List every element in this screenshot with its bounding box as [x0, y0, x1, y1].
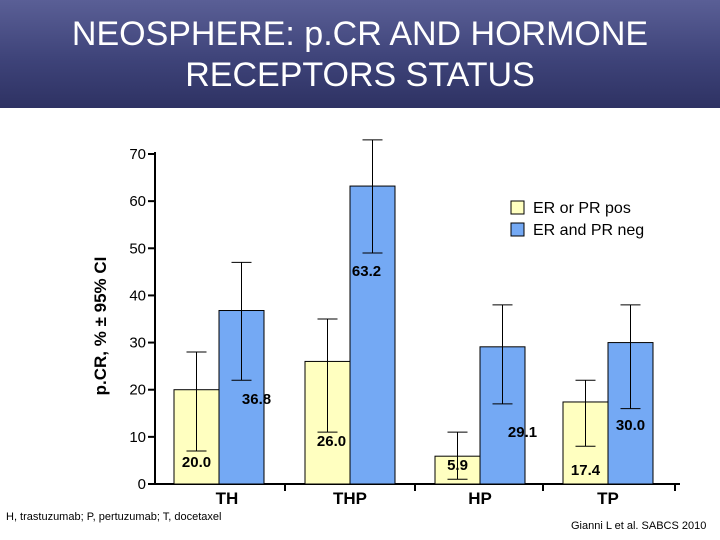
- legend-swatch-er-neg: [510, 222, 525, 237]
- y-axis-title: p.CR, % ± 95% CI: [91, 257, 110, 396]
- y-tick-label: 30: [129, 335, 146, 352]
- data-label: 5.9: [447, 457, 468, 474]
- x-category-label: HP: [468, 489, 492, 508]
- y-tick-label: 60: [129, 193, 146, 210]
- y-tick-label: 0: [138, 476, 146, 493]
- data-label: 29.1: [508, 424, 537, 441]
- data-label: 36.8: [242, 391, 271, 408]
- slide-title: NEOSPHERE: p.CR AND HORMONE RECEPTORS ST…: [71, 15, 649, 94]
- x-category-label: TH: [216, 489, 239, 508]
- source-citation: Gianni L et al. SABCS 2010: [571, 520, 707, 532]
- x-category-label: THP: [333, 489, 367, 508]
- y-tick-label: 50: [129, 240, 146, 257]
- data-label: 30.0: [616, 417, 645, 434]
- title-banner: NEOSPHERE: p.CR AND HORMONE RECEPTORS ST…: [0, 0, 720, 108]
- y-tick-label: 40: [129, 287, 146, 304]
- legend-swatch-er-pos: [510, 200, 525, 215]
- abbreviation-footnote: H, trastuzumab; P, pertuzumab; T, doceta…: [6, 511, 222, 523]
- data-label: 20.0: [182, 454, 211, 471]
- y-tick-label: 70: [129, 146, 146, 163]
- legend-label-er-neg: ER and PR neg: [533, 222, 644, 239]
- data-label: 17.4: [571, 462, 601, 479]
- data-label: 63.2: [352, 263, 381, 280]
- x-category-label: TP: [597, 489, 619, 508]
- y-tick-label: 20: [129, 382, 146, 399]
- data-label: 26.0: [317, 433, 346, 450]
- y-tick-label: 10: [129, 429, 146, 446]
- legend-label-er-pos: ER or PR pos: [533, 200, 631, 217]
